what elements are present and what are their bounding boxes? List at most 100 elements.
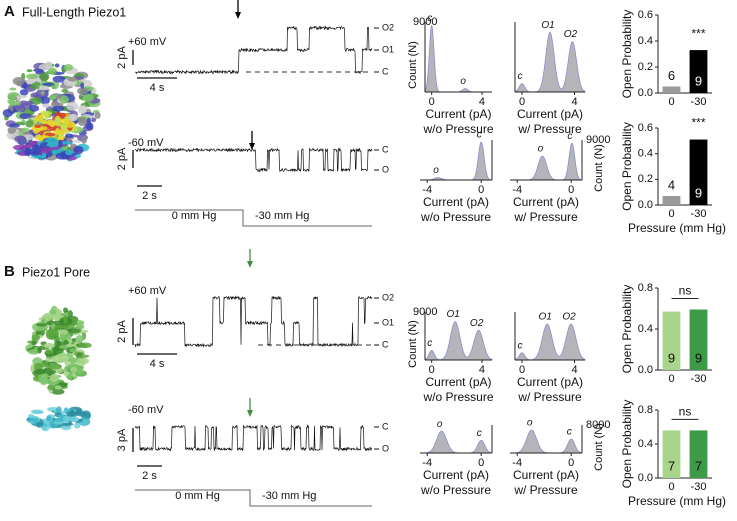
- significance-label: ***: [691, 26, 705, 40]
- protein-structure: [48, 95, 56, 101]
- y-tick-label: 0.6: [638, 122, 653, 134]
- protein-structure: [75, 358, 86, 367]
- x-tick-label: 0: [478, 457, 484, 469]
- histogram: [510, 142, 583, 181]
- protein-structure: [80, 105, 87, 112]
- protein-structure: [78, 342, 92, 349]
- bar: [662, 86, 681, 93]
- pressure-step: [135, 489, 372, 507]
- protein-structure: [41, 111, 49, 117]
- n-label: 7: [668, 458, 675, 473]
- scale-label: 2 pA: [116, 46, 128, 69]
- protein-structure: [46, 407, 60, 412]
- protein-structure: [16, 94, 28, 99]
- condition-label: w/o Pressure: [422, 122, 493, 136]
- protein-structure: [71, 338, 77, 342]
- n-label: 6: [668, 68, 675, 83]
- protein-structure: [45, 312, 52, 317]
- scale-label: 2 s: [142, 190, 157, 202]
- protein-structure: [64, 365, 69, 373]
- histogram: [424, 25, 492, 93]
- protein-structure: [67, 76, 78, 82]
- protein-structure: [9, 87, 17, 91]
- level-label: O2: [382, 22, 394, 32]
- y-axis-label: Count (N): [593, 423, 605, 471]
- peak-label: O1: [539, 312, 552, 323]
- peak-label: O2: [470, 318, 484, 329]
- n-label: 4: [668, 177, 675, 192]
- peak-label: c: [518, 340, 523, 351]
- y-tick-label: 0.8: [638, 282, 653, 294]
- protein-structure: [31, 334, 40, 342]
- protein-structure: [58, 139, 63, 148]
- x-axis-label: Current (pA): [513, 195, 579, 209]
- y-tick-label: 0.4: [638, 438, 653, 450]
- protein-structure: [81, 135, 87, 144]
- protein-structure: [61, 88, 69, 93]
- peak-label: c: [567, 427, 572, 438]
- pressure-label: 0 mm Hg: [172, 210, 217, 222]
- protein-structure: [56, 406, 62, 413]
- level-label: O1: [382, 317, 394, 327]
- bar: [689, 139, 708, 205]
- protein-structure: [42, 103, 51, 108]
- bar: [689, 309, 708, 370]
- peak-label: o: [527, 418, 533, 429]
- protein-structure: [13, 144, 26, 151]
- y-axis-label: Open Probability: [620, 400, 634, 489]
- protein-structure: [63, 314, 68, 324]
- protein-structure: [33, 68, 44, 72]
- arrow-head: [247, 261, 253, 268]
- x-tick-label: -30: [691, 208, 707, 220]
- protein-structure: [58, 355, 69, 363]
- arrow-head: [249, 143, 255, 150]
- protein-structure: [26, 100, 34, 106]
- x-tick-label: 0: [478, 184, 484, 196]
- peak-label: o: [433, 165, 439, 176]
- x-tick-label: -4: [512, 457, 522, 469]
- protein-structure: [54, 385, 62, 390]
- current-trace: [135, 147, 373, 173]
- protein-structure: [54, 115, 61, 123]
- protein-structure: [71, 373, 77, 377]
- peak-label: c: [427, 338, 432, 349]
- scale-label: 4 s: [150, 358, 165, 370]
- protein-structure: [51, 388, 65, 395]
- condition-label: w/o Pressure: [420, 483, 491, 497]
- protein-structure: [61, 422, 74, 426]
- protein-structure: [82, 93, 94, 102]
- panel-title: Full-Length Piezo1: [22, 5, 126, 19]
- x-tick-label: 0: [519, 96, 525, 108]
- protein-structure: [46, 142, 59, 148]
- protein-structure: [76, 118, 87, 122]
- protein-structure: [55, 325, 64, 329]
- protein-structure: [50, 80, 59, 90]
- protein-structure: [38, 317, 43, 321]
- level-label: O: [382, 443, 389, 453]
- protein-structure: [60, 95, 69, 104]
- voltage-label: -60 mV: [128, 137, 164, 149]
- protein-structure: [19, 89, 29, 96]
- protein-structure: [25, 79, 36, 84]
- protein-structure: [86, 117, 91, 124]
- level-label: C: [382, 66, 389, 76]
- y-tick-label: 0.0: [638, 199, 653, 211]
- x-tick-label: 0: [429, 364, 435, 376]
- protein-structure: [30, 92, 41, 98]
- current-trace: [134, 25, 373, 75]
- peak-label: O2: [564, 29, 578, 40]
- protein-structure: [85, 122, 94, 130]
- protein-structure: [54, 63, 60, 68]
- level-label: O1: [382, 44, 394, 54]
- x-tick-label: -4: [512, 184, 522, 196]
- protein-structure: [35, 114, 44, 122]
- protein-structure: [19, 113, 31, 120]
- protein-structure: [52, 75, 66, 83]
- protein-structure: [43, 342, 56, 349]
- x-axis-label: Pressure (mm Hg): [628, 221, 726, 235]
- protein-structure: [63, 307, 68, 313]
- bar: [662, 196, 681, 205]
- scale-label: 2 pA: [116, 320, 128, 343]
- protein-structure: [45, 357, 51, 362]
- protein-structure: [28, 418, 39, 422]
